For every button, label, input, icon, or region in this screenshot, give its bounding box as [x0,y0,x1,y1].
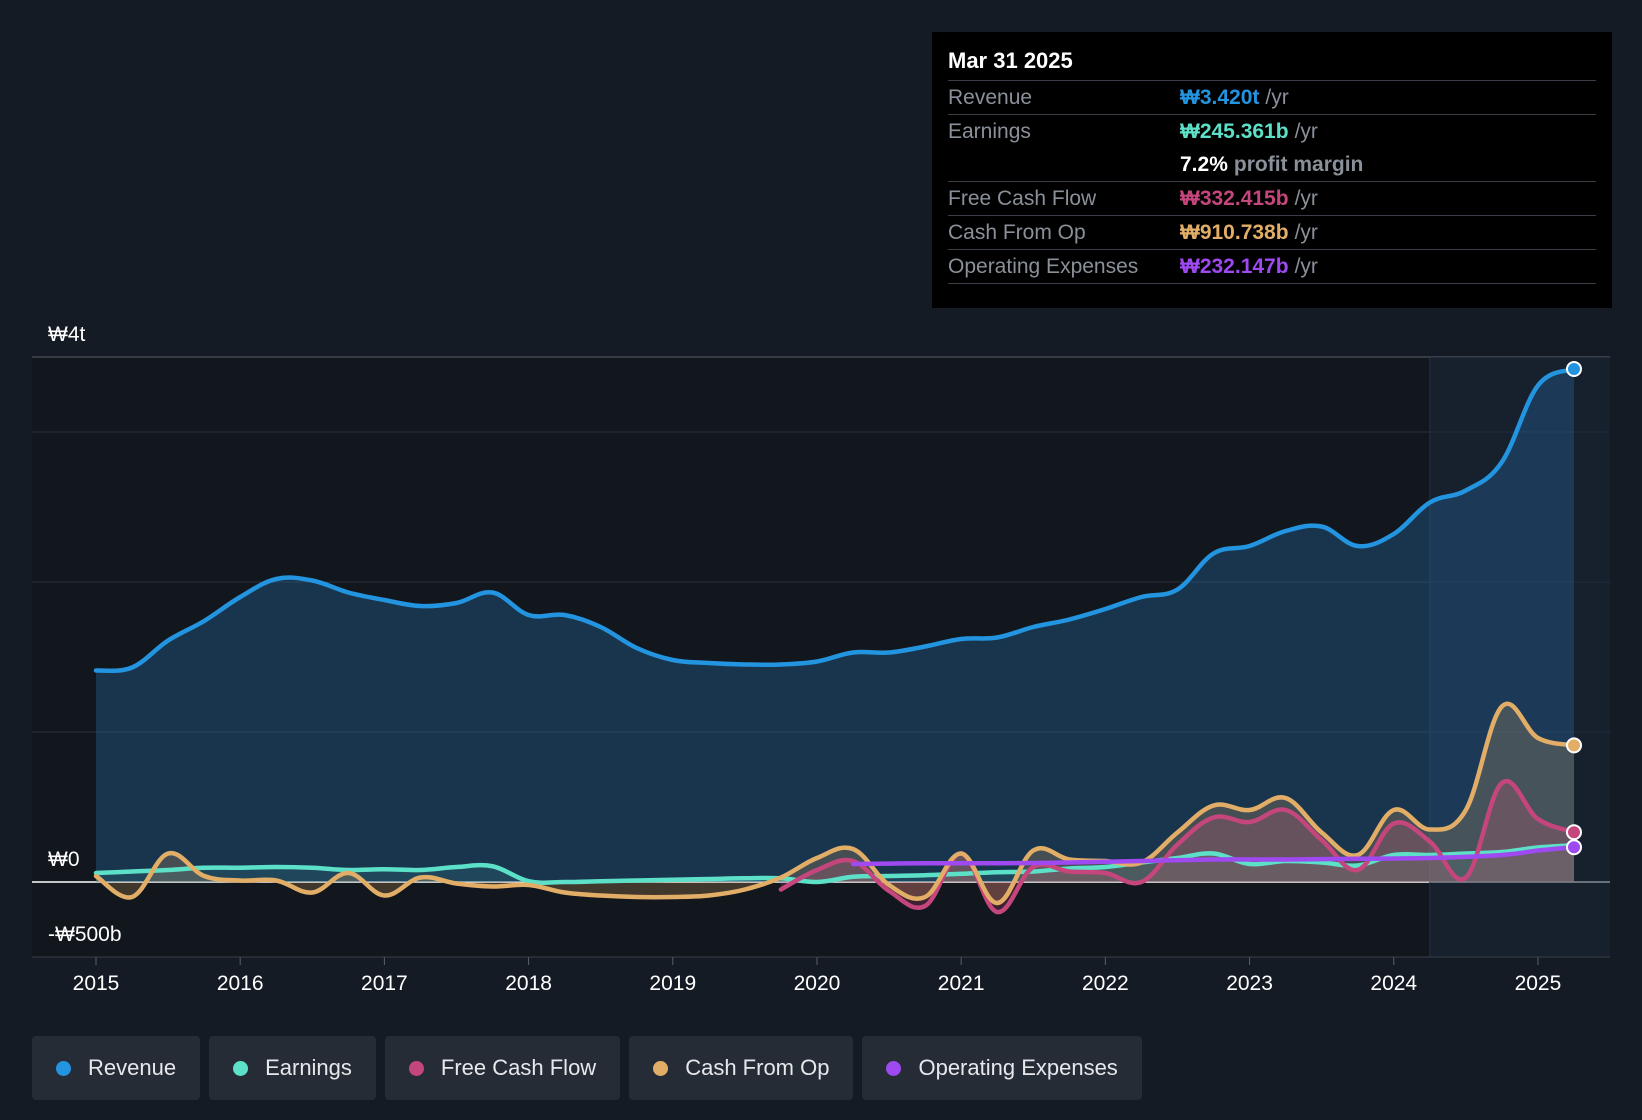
tooltip-label: Cash From Op [948,220,1086,244]
legend: Revenue Earnings Free Cash Flow Cash Fro… [32,1036,1142,1100]
revenue-end-marker [1566,361,1582,377]
chart-end-markers [1566,361,1582,856]
tooltip-label: Earnings [948,119,1031,143]
operating-expenses-line [850,844,1577,867]
profit-margin-value: 7.2% [1180,152,1228,176]
x-axis-tick-label: 2019 [649,972,696,995]
x-axis-tick-label: 2018 [505,972,552,995]
chart-axis-labels: ₩4t ₩0 -₩500b 2015 2016 2017 2018 2019 2020 2021 2… [32,323,1610,995]
legend-item-operating-expenses[interactable]: Operating Expenses [862,1036,1142,1100]
tooltip-row-profit-margin: 7.2% profit margin [948,148,1596,181]
revenue-area [96,369,1574,882]
free-cash-flow-end-marker [1566,824,1582,841]
tooltip-label: Operating Expenses [948,254,1139,278]
tooltip-value: ₩910.738b [1180,220,1289,244]
legend-dot-icon [886,1060,902,1076]
legend-label: Revenue [88,1055,177,1080]
y-axis-tick-label: -₩500b [48,923,122,946]
free-cash-flow-line [778,778,1577,915]
tooltip-unit: /yr [1294,186,1318,210]
tooltip-value: ₩245.361b [1180,119,1289,143]
legend-label: Free Cash Flow [440,1055,597,1080]
x-axis-tick-label: 2016 [217,972,264,995]
tooltip-row-free-cash-flow: Free Cash Flow ₩332.415b /yr [948,181,1596,215]
x-axis-tick-label: 2021 [938,972,985,995]
earnings-line [93,843,1577,885]
legend-item-free-cash-flow[interactable]: Free Cash Flow [384,1036,621,1100]
legend-label: Operating Expenses [918,1055,1118,1080]
tooltip-date: Mar 31 2025 [948,48,1073,73]
legend-item-revenue[interactable]: Revenue [32,1036,201,1100]
tooltip-value: ₩332.415b [1180,186,1289,210]
x-axis-tick-label: 2017 [361,972,408,995]
tooltip-unit: /yr [1294,119,1318,143]
operating-expenses-end-marker [1566,839,1582,856]
tooltip-label: Free Cash Flow [948,186,1097,210]
tooltip-unit: /yr [1265,85,1289,109]
tooltip-unit: /yr [1294,254,1318,278]
profit-margin-text: profit margin [1233,152,1364,176]
tooltip-value: ₩232.147b [1180,254,1289,278]
x-axis-tick-label: 2024 [1370,972,1417,995]
tooltip-row-revenue: Revenue ₩3.420t /yr [948,80,1596,114]
y-axis-tick-label: ₩0 [48,848,80,871]
tooltip-value: ₩3.420t [1180,85,1260,109]
legend-dot-icon [233,1060,249,1076]
tooltip-row-operating-expenses: Operating Expenses ₩232.147b /yr [948,249,1596,284]
tooltip-label: Revenue [948,85,1033,109]
y-axis-tick-label: ₩4t [48,323,86,346]
tooltip-row-earnings: Earnings ₩245.361b /yr [948,114,1596,148]
tooltip-row-cash-from-op: Cash From Op ₩910.738b /yr [948,215,1596,249]
chart-lines [93,366,1577,915]
legend-item-cash-from-op[interactable]: Cash From Op [629,1036,854,1100]
tooltip-panel: Mar 31 2025 Revenue ₩3.420t /yr Earnings… [932,32,1612,308]
legend-label: Earnings [265,1055,352,1080]
x-axis-tick-label: 2023 [1226,972,1273,995]
legend-dot-icon [56,1060,71,1076]
legend-dot-icon [408,1060,424,1076]
cash-from-op-end-marker [1566,737,1582,754]
legend-item-earnings[interactable]: Earnings [209,1036,376,1100]
x-axis-tick-label: 2025 [1515,972,1562,995]
revenue-line [93,366,1577,674]
x-axis-tick-label: 2020 [794,972,841,995]
tooltip-unit: /yr [1294,220,1318,244]
cash-from-op-line [93,701,1577,906]
legend-label: Cash From Op [685,1055,830,1080]
legend-dot-icon [653,1060,669,1076]
x-axis-tick-label: 2015 [73,972,120,995]
x-axis-tick-label: 2022 [1082,972,1129,995]
